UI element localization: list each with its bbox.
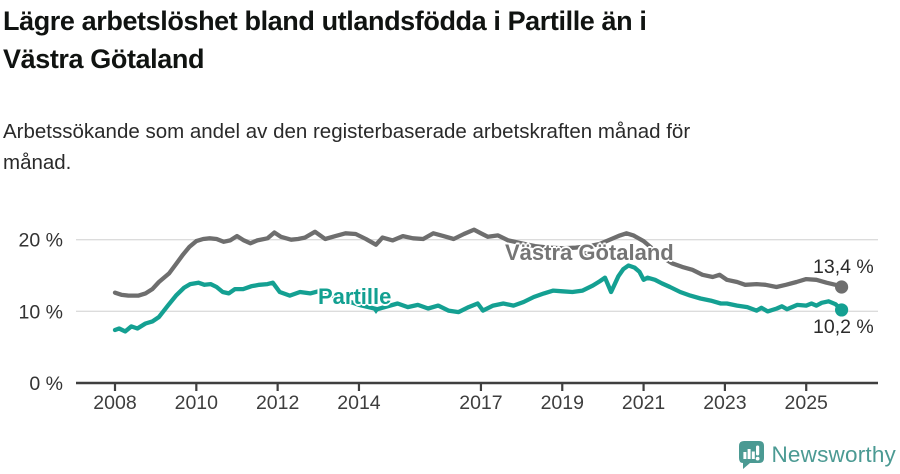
subtitle-line-1: Arbetssökande som andel av den registerb… (3, 120, 691, 143)
x-axis-tick-label: 2025 (785, 392, 829, 414)
series-end-dot-v-stra-g-taland (834, 280, 849, 294)
x-axis-tick-label: 2019 (541, 392, 584, 414)
chart-header: Lägre arbetslöshet bland utlandsfödda i … (3, 2, 897, 78)
end-value-partille: 10,2 % (813, 316, 874, 338)
subtitle-line-2: månad. (3, 151, 72, 174)
newsworthy-logo[interactable]: Newsworthy (739, 441, 896, 469)
series-line-partille (112, 263, 844, 334)
x-axis-tick-label: 2017 (459, 392, 502, 414)
partille-label-pointer-icon (371, 307, 381, 314)
x-axis-tick-label: 2010 (175, 392, 219, 414)
title-line-1: Lägre arbetslöshet bland utlandsfödda i … (3, 6, 647, 36)
x-axis-tick-label: 2012 (256, 392, 299, 414)
x-axis-tick-label: 2021 (622, 392, 665, 414)
x-axis-tick-label: 2014 (337, 392, 381, 414)
y-axis-tick-label: 20 % (19, 230, 63, 252)
y-axis-tick-label: 10 % (19, 301, 63, 323)
chart-subtitle: Arbetssökande som andel av den registerb… (3, 116, 897, 178)
x-axis-tick-label: 2008 (93, 392, 136, 414)
series-label-partille: Partille (318, 284, 392, 309)
end-value-vastra-gotaland: 13,4 % (813, 256, 874, 278)
newsworthy-brand-text: Newsworthy (771, 442, 896, 467)
title-line-2: Västra Götaland (3, 44, 205, 74)
newsworthy-speech-bubble-icon (739, 441, 765, 469)
vastra-gotaland-label-pointer-icon (581, 251, 591, 258)
series-end-dot-partille (834, 303, 849, 317)
series-line-v-stra-g-taland (112, 227, 844, 298)
page-title: Lägre arbetslöshet bland utlandsfödda i … (3, 2, 897, 78)
series-label-vastra-gotaland: Västra Götaland (505, 240, 674, 265)
x-axis-tick-label: 2023 (703, 392, 746, 414)
y-axis-tick-label: 0 % (29, 373, 63, 395)
